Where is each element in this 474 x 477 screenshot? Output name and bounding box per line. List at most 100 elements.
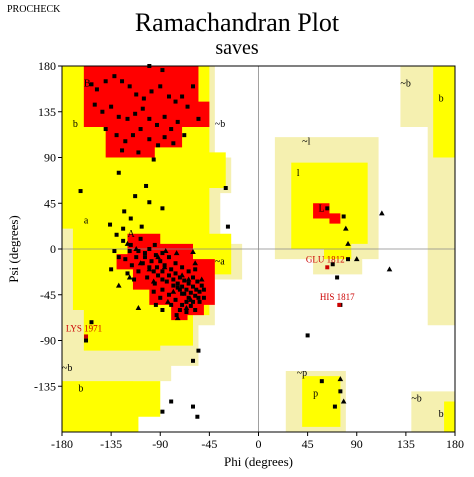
glycine-point [173, 250, 180, 256]
region-label: b [439, 409, 444, 420]
residue-point [162, 135, 167, 140]
residue-point [199, 283, 204, 288]
residue-point [225, 224, 230, 229]
x-tick-label: -135 [100, 437, 122, 451]
residue-point [180, 291, 185, 296]
glycine-point [162, 248, 169, 254]
residue-point [138, 127, 143, 132]
glycine-point [135, 304, 142, 310]
residue-point [180, 94, 185, 99]
residue-point [184, 299, 189, 304]
residue-point [195, 279, 200, 284]
residue-point [186, 295, 191, 300]
x-axis-label: Phi (degrees) [224, 454, 293, 469]
residue-point [92, 102, 97, 107]
labelled-residue-marker [84, 334, 89, 339]
residue-point [151, 157, 156, 162]
most-favoured-region [313, 203, 341, 224]
residue-point [186, 281, 191, 286]
residue-point [169, 399, 174, 404]
residue-point [197, 289, 202, 294]
x-tick-label: 90 [351, 437, 363, 451]
region-label: a [84, 216, 89, 227]
glycine-point [379, 210, 385, 216]
labelled-residue-name: LYS 1971 [66, 323, 102, 333]
residue-point [89, 320, 94, 325]
residue-point [171, 277, 176, 282]
residue-point [194, 287, 199, 292]
residue-point [166, 292, 171, 297]
y-tick-label: 180 [38, 59, 56, 73]
labelled-residue-marker [337, 302, 342, 307]
residue-point [78, 189, 83, 194]
y-axis-ticks: 180 135 90 45 0 -45 -90 -135 [34, 59, 62, 393]
residue-point [338, 389, 343, 394]
residue-point [193, 293, 198, 298]
y-tick-label: 45 [44, 196, 56, 210]
glycine-point [190, 249, 196, 255]
additionally-allowed-region [444, 401, 455, 432]
residue-point [158, 259, 163, 264]
residue-point [112, 249, 117, 254]
residue-point [197, 299, 202, 304]
glycine-point [161, 264, 168, 270]
chart-title: Ramachandran Plot [134, 8, 340, 37]
glycine-point [133, 246, 140, 251]
residue-point [154, 122, 159, 127]
residue-point [84, 338, 89, 343]
residue-points [78, 64, 393, 419]
residue-point [144, 183, 149, 188]
region-label: p [313, 388, 318, 399]
program-label: PROCHECK [7, 4, 61, 15]
residue-point [160, 308, 165, 312]
region-label: A [128, 229, 136, 240]
glycine-point [198, 276, 205, 282]
residue-point [134, 255, 139, 260]
glycine-point [185, 276, 192, 282]
residue-point [195, 414, 200, 419]
residue-point [156, 143, 161, 148]
residue-point [175, 281, 180, 286]
residue-point [201, 295, 206, 300]
y-tick-label: 0 [50, 242, 56, 256]
residue-point [173, 271, 178, 276]
region-label: ~l [302, 136, 310, 147]
residue-point [89, 82, 94, 87]
residue-point [128, 242, 133, 247]
residue-point [346, 257, 351, 262]
residue-point [127, 249, 132, 254]
residue-point [184, 310, 189, 315]
glycine-point [155, 254, 161, 260]
residue-point [164, 279, 169, 284]
residue-point [136, 269, 141, 274]
residue-point [128, 216, 133, 221]
residue-point [191, 275, 195, 280]
residue-point [335, 275, 340, 280]
residue-point [153, 253, 158, 258]
y-tick-label: -45 [40, 288, 56, 302]
residue-point [160, 409, 165, 414]
residue-point [139, 224, 144, 229]
glycine-point [188, 296, 194, 302]
additionally-allowed-region [62, 381, 161, 432]
glycine-point [337, 376, 344, 382]
glycine-point [170, 288, 177, 294]
x-tick-label: 135 [397, 437, 415, 451]
residue-point [201, 287, 206, 292]
residue-point [109, 267, 114, 272]
residue-point [171, 141, 176, 146]
glycine-point [192, 260, 198, 266]
glycine-point [343, 225, 349, 231]
glycine-point [183, 304, 190, 310]
residue-point [134, 92, 139, 97]
residue-point [166, 94, 171, 99]
glycine-point [340, 398, 347, 404]
residue-point [152, 242, 157, 247]
residue-point [154, 265, 159, 270]
residue-point [116, 170, 121, 175]
region-label: ~b [62, 363, 72, 374]
residue-point [191, 299, 195, 304]
residue-point [160, 277, 165, 282]
residue-point [193, 267, 198, 272]
residue-point [182, 291, 187, 296]
